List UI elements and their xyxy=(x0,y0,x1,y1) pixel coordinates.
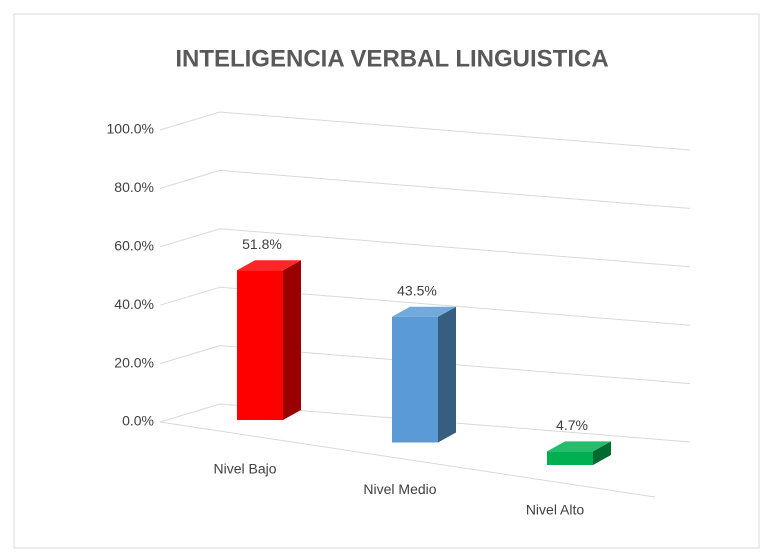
bar-side xyxy=(283,260,301,420)
y-tick-label: 100.0% xyxy=(107,121,154,137)
bar xyxy=(392,316,438,443)
y-tick-label: 20.0% xyxy=(114,354,154,370)
value-label: 4.7% xyxy=(556,417,588,433)
chart-frame xyxy=(13,13,760,549)
grid-line xyxy=(159,169,691,209)
bar xyxy=(237,270,283,420)
y-tick-label: 40.0% xyxy=(114,296,154,312)
grid-line xyxy=(159,403,691,443)
bar-top xyxy=(237,260,301,271)
x-tick-label: Nivel Bajo xyxy=(213,461,276,477)
grid-line xyxy=(159,286,691,326)
grid-line xyxy=(159,345,691,385)
grid-line xyxy=(159,111,691,151)
value-label: 51.8% xyxy=(242,236,282,252)
floor-edge xyxy=(159,421,656,498)
x-tick-label: Nivel Alto xyxy=(526,502,585,518)
value-label: 43.5% xyxy=(397,282,437,298)
y-tick-label: 0.0% xyxy=(122,413,154,429)
bar-top xyxy=(547,441,611,452)
grid-line xyxy=(159,228,691,268)
bar-side xyxy=(593,441,611,465)
y-tick-label: 80.0% xyxy=(114,179,154,195)
x-tick-label: Nivel Medio xyxy=(363,481,436,497)
bar-top xyxy=(392,306,456,317)
y-tick-label: 60.0% xyxy=(114,238,154,254)
bar-side xyxy=(438,306,456,443)
chart-title: INTELIGENCIA VERBAL LINGUISTICA xyxy=(175,45,608,72)
bar xyxy=(547,451,593,465)
